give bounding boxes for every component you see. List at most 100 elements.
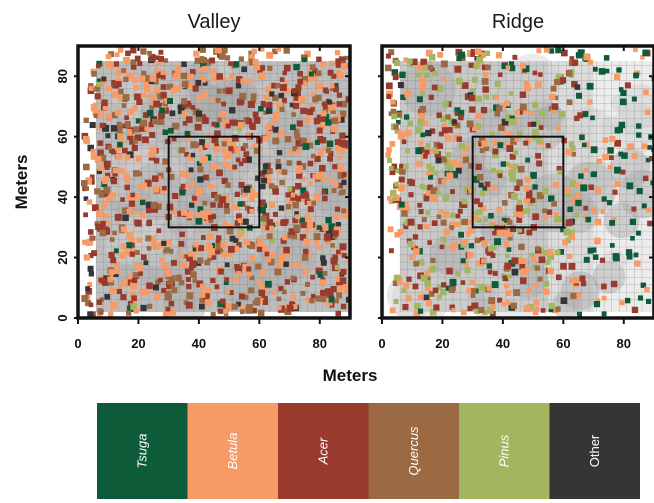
stem-betula: [609, 135, 616, 143]
stem-tsuga: [301, 57, 307, 63]
stem-betula: [306, 251, 313, 258]
stem-quercus: [111, 112, 118, 119]
stem-pinus: [436, 190, 441, 196]
stem-betula: [425, 49, 433, 57]
stem-acer: [238, 293, 245, 300]
stem-tsuga: [606, 200, 613, 206]
stem-quercus: [440, 219, 447, 226]
stem-acer: [148, 54, 156, 62]
stem-betula: [301, 176, 306, 182]
stem-acer: [332, 254, 339, 261]
stem-acer: [94, 93, 101, 100]
legend-label-betula: Betula: [225, 433, 240, 470]
stem-tsuga: [601, 311, 607, 317]
stem-pinus: [505, 161, 510, 167]
stem-betula: [303, 238, 311, 246]
stem-acer: [532, 213, 539, 221]
stem-betula: [134, 193, 141, 200]
stem-betula: [93, 102, 98, 108]
stem-betula: [181, 110, 188, 117]
stem-betula: [396, 279, 403, 285]
stem-tsuga: [333, 83, 339, 89]
stem-acer: [492, 148, 499, 155]
stem-pinus: [545, 259, 551, 265]
stem-quercus: [157, 172, 164, 179]
stem-betula: [159, 257, 165, 263]
stem-quercus: [162, 158, 169, 165]
stem-tsuga: [501, 217, 507, 223]
stem-acer: [417, 224, 423, 230]
stem-quercus: [240, 309, 245, 315]
stem-quercus: [341, 208, 347, 214]
stem-quercus: [134, 249, 140, 256]
stem-pinus: [559, 111, 566, 118]
stem-acer: [228, 61, 233, 66]
stem-tsuga: [636, 132, 642, 138]
stem-betula: [132, 209, 138, 215]
stem-quercus: [112, 230, 117, 236]
stem-acer: [108, 251, 115, 259]
stem-acer: [526, 191, 533, 199]
stem-betula: [90, 148, 96, 154]
stem-betula: [387, 226, 394, 233]
stem-betula: [265, 177, 273, 185]
stem-acer: [437, 143, 443, 149]
stem-pinus: [568, 141, 575, 148]
stem-betula: [130, 282, 137, 290]
stem-other: [574, 84, 581, 90]
stem-acer: [479, 236, 485, 242]
stem-quercus: [279, 107, 285, 113]
stem-acer: [516, 217, 523, 223]
stem-quercus: [172, 122, 180, 130]
stem-quercus: [88, 83, 94, 89]
stem-tsuga: [458, 231, 465, 238]
stem-quercus: [202, 200, 208, 206]
stem-acer: [103, 160, 111, 168]
stem-betula: [446, 172, 454, 180]
stem-acer: [492, 230, 497, 236]
stem-betula: [86, 238, 94, 246]
stem-betula: [229, 166, 235, 172]
stem-tsuga: [582, 111, 589, 118]
stem-betula: [424, 270, 430, 277]
stem-acer: [320, 137, 327, 144]
stem-betula: [180, 261, 187, 269]
stem-acer: [303, 191, 309, 197]
stem-betula: [105, 220, 111, 226]
stem-acer: [138, 271, 143, 276]
stem-betula: [277, 254, 285, 262]
stem-betula: [583, 167, 589, 173]
stem-acer: [471, 302, 479, 310]
stem-tsuga: [633, 252, 639, 258]
stem-betula: [209, 68, 216, 75]
stem-pinus: [471, 142, 477, 148]
stem-quercus: [180, 72, 188, 80]
stem-acer: [330, 285, 337, 293]
stem-betula: [237, 121, 245, 129]
stem-other: [241, 66, 247, 73]
stem-acer: [211, 136, 219, 144]
stem-acer: [642, 175, 649, 182]
stem-acer: [150, 205, 158, 213]
stem-other: [265, 107, 273, 114]
stem-other: [262, 163, 269, 169]
stem-acer: [271, 82, 277, 89]
stem-quercus: [566, 99, 573, 106]
stem-other: [113, 271, 119, 277]
stem-acer: [243, 151, 250, 157]
stem-tsuga: [449, 278, 457, 286]
stem-betula: [461, 239, 468, 247]
stem-acer: [399, 163, 404, 169]
stem-quercus: [224, 208, 230, 214]
stem-betula: [583, 53, 591, 61]
stem-betula: [277, 305, 282, 311]
stem-acer: [433, 304, 440, 311]
stem-tsuga: [650, 180, 654, 186]
stem-betula: [302, 268, 309, 275]
stem-pinus: [390, 189, 397, 197]
stem-betula: [206, 209, 212, 215]
stem-acer: [99, 122, 106, 129]
stem-acer: [211, 191, 218, 198]
stem-betula: [276, 102, 283, 109]
stem-betula: [574, 182, 580, 188]
